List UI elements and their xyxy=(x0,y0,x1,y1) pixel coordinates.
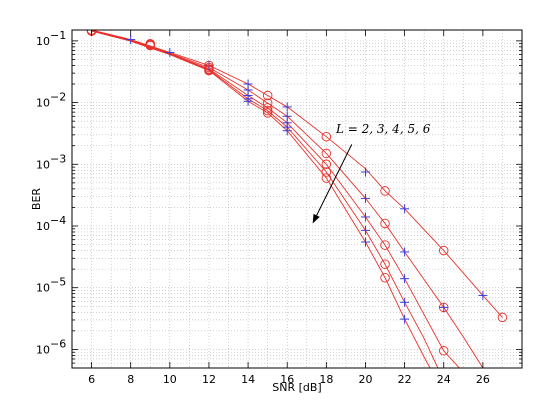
x-axis-label: SNR [dB] xyxy=(272,381,321,394)
x-tick-labels: 6 8 10 12 14 16 18 20 22 24 26 xyxy=(88,373,490,386)
plus-marker xyxy=(360,193,370,203)
circle-marker xyxy=(497,312,508,323)
circle-marker xyxy=(262,98,273,108)
plus-marker xyxy=(282,102,292,112)
y-tick-label-exponent: −1 xyxy=(50,29,66,42)
y-tick-label-exponent: −2 xyxy=(50,91,66,104)
x-tick-label: 26 xyxy=(476,373,490,386)
plus-marker xyxy=(126,35,136,45)
x-tick-label: 6 xyxy=(88,373,95,386)
x-tick-label: 22 xyxy=(398,373,412,386)
circle-marker xyxy=(380,240,390,250)
axis-ticks xyxy=(72,30,522,369)
plus-marker xyxy=(400,247,410,257)
plot-frame xyxy=(71,29,523,369)
annotation: L = 2, 3, 4, 5, 6 xyxy=(312,122,431,224)
circle-marker xyxy=(380,186,390,196)
circle-marker xyxy=(204,65,214,76)
y-tick-label: 10 xyxy=(36,282,50,295)
plus-marker xyxy=(165,47,175,57)
plot-background xyxy=(72,30,522,368)
x-tick-label: 12 xyxy=(202,373,216,386)
plus-marker xyxy=(400,204,410,214)
circle-marker xyxy=(262,108,273,118)
x-tick-label: 8 xyxy=(127,373,134,386)
circle-marker xyxy=(321,148,332,159)
plus-marker xyxy=(400,297,410,307)
circle-marker xyxy=(438,346,449,356)
y-tick-label: 10 xyxy=(36,158,50,171)
plus-marker xyxy=(360,167,370,177)
circle-marker xyxy=(321,131,332,142)
y-tick-labels: 10−610−510−410−310−210−1 xyxy=(36,29,66,357)
y-tick-label: 10 xyxy=(36,220,50,233)
x-tick-label: 10 xyxy=(163,373,177,386)
circle-marker xyxy=(145,40,156,51)
circle-marker xyxy=(262,103,273,113)
circle-marker xyxy=(321,159,332,170)
circle-marker xyxy=(262,105,273,116)
plus-marker xyxy=(360,212,370,222)
series-line-3 xyxy=(91,30,484,368)
annotation-arrow-head xyxy=(312,213,320,224)
y-tick-label-exponent: −3 xyxy=(50,152,66,165)
circle-marker xyxy=(321,173,332,183)
annotation-text: L = 2, 3, 4, 5, 6 xyxy=(335,122,431,136)
circle-marker xyxy=(321,167,332,177)
y-tick-label: 10 xyxy=(36,343,50,356)
y-tick-label-exponent: −5 xyxy=(50,276,66,289)
circle-marker xyxy=(380,218,390,229)
plus-marker xyxy=(282,126,292,136)
x-tick-label: 20 xyxy=(358,373,372,386)
plus-marker xyxy=(478,290,488,300)
circle-marker xyxy=(380,273,390,283)
y-tick-label-exponent: −6 xyxy=(50,337,66,350)
annotation-arrow xyxy=(316,144,353,216)
plus-marker xyxy=(360,225,370,235)
x-tick-label: 18 xyxy=(319,373,333,386)
circle-marker xyxy=(438,245,449,256)
plus-marker xyxy=(360,237,370,247)
series-line-2 xyxy=(91,30,503,318)
x-tick-label: 24 xyxy=(437,373,451,386)
plus-marker xyxy=(243,96,253,106)
x-tick-label: 14 xyxy=(241,373,255,386)
y-tick-label-exponent: −4 xyxy=(50,214,66,227)
plus-marker xyxy=(439,302,449,312)
y-tick-label: 10 xyxy=(36,35,50,48)
x-tick-label: 16 xyxy=(280,373,294,386)
y-axis-label: BER xyxy=(30,188,43,210)
y-tick-label: 10 xyxy=(36,97,50,110)
plus-marker xyxy=(400,314,410,324)
circle-marker xyxy=(262,90,273,101)
circle-marker xyxy=(380,259,390,269)
plus-marker xyxy=(400,274,410,284)
